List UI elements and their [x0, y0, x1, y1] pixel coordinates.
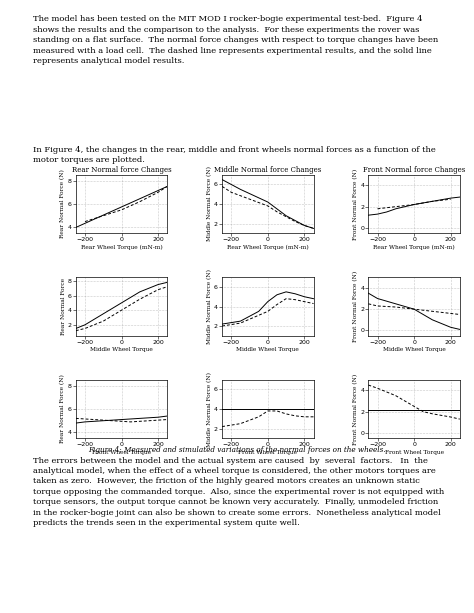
X-axis label: Front Wheel Torque: Front Wheel Torque: [238, 449, 297, 455]
X-axis label: Rear Wheel Torque (mN-m): Rear Wheel Torque (mN-m): [373, 245, 455, 249]
Text: The errors between the model and the actual system are caused  by  several  fact: The errors between the model and the act…: [33, 457, 445, 527]
Y-axis label: Middle Normal Force (N): Middle Normal Force (N): [207, 371, 212, 446]
X-axis label: Rear Wheel Torque (mN-m): Rear Wheel Torque (mN-m): [81, 245, 163, 249]
X-axis label: Front Wheel Torque: Front Wheel Torque: [384, 449, 444, 455]
X-axis label: Middle Wheel Torque: Middle Wheel Torque: [90, 347, 153, 352]
Y-axis label: Front Normal Force (N): Front Normal Force (N): [353, 271, 358, 342]
Y-axis label: Middle Normal Force (N): Middle Normal Force (N): [207, 269, 212, 344]
Y-axis label: Middle Normal Force (N): Middle Normal Force (N): [207, 167, 212, 242]
Title: Rear Normal force Changes: Rear Normal force Changes: [72, 166, 172, 174]
X-axis label: Rear Wheel Torque (mN-m): Rear Wheel Torque (mN-m): [227, 245, 309, 249]
Y-axis label: Rear Normal Force: Rear Normal Force: [61, 278, 65, 335]
X-axis label: Front Wheel Torque: Front Wheel Torque: [92, 449, 151, 455]
Text: In Figure 4, the changes in the rear, middle and front wheels normal forces as a: In Figure 4, the changes in the rear, mi…: [33, 146, 436, 164]
Text: Figure 4: Measured and simulated variations of the normal forces on the wheels.: Figure 4: Measured and simulated variati…: [88, 446, 386, 454]
Y-axis label: Rear Normal Force (N): Rear Normal Force (N): [61, 375, 65, 443]
Title: Front Normal force Changes: Front Normal force Changes: [363, 166, 465, 174]
Text: The model has been tested on the MIT MOD I rocker-bogie experimental test-bed.  : The model has been tested on the MIT MOD…: [33, 15, 438, 65]
Y-axis label: Rear Normal Force (N): Rear Normal Force (N): [61, 170, 65, 238]
Y-axis label: Front Normal Force (N): Front Normal Force (N): [353, 169, 358, 240]
Title: Middle Normal force Changes: Middle Normal force Changes: [214, 166, 321, 174]
X-axis label: Middle Wheel Torque: Middle Wheel Torque: [237, 347, 299, 352]
X-axis label: Middle Wheel Torque: Middle Wheel Torque: [383, 347, 446, 352]
Y-axis label: Front Normal Force (N): Front Normal Force (N): [353, 373, 358, 444]
